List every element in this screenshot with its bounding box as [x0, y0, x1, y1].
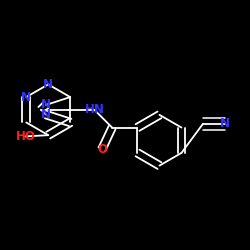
Text: O: O — [97, 142, 107, 156]
Text: N: N — [21, 90, 31, 104]
Text: N: N — [43, 78, 53, 91]
Text: N: N — [41, 108, 51, 121]
Text: N: N — [220, 117, 230, 130]
Text: HO: HO — [16, 130, 35, 143]
Text: N: N — [41, 98, 51, 112]
Text: HN: HN — [84, 103, 104, 116]
